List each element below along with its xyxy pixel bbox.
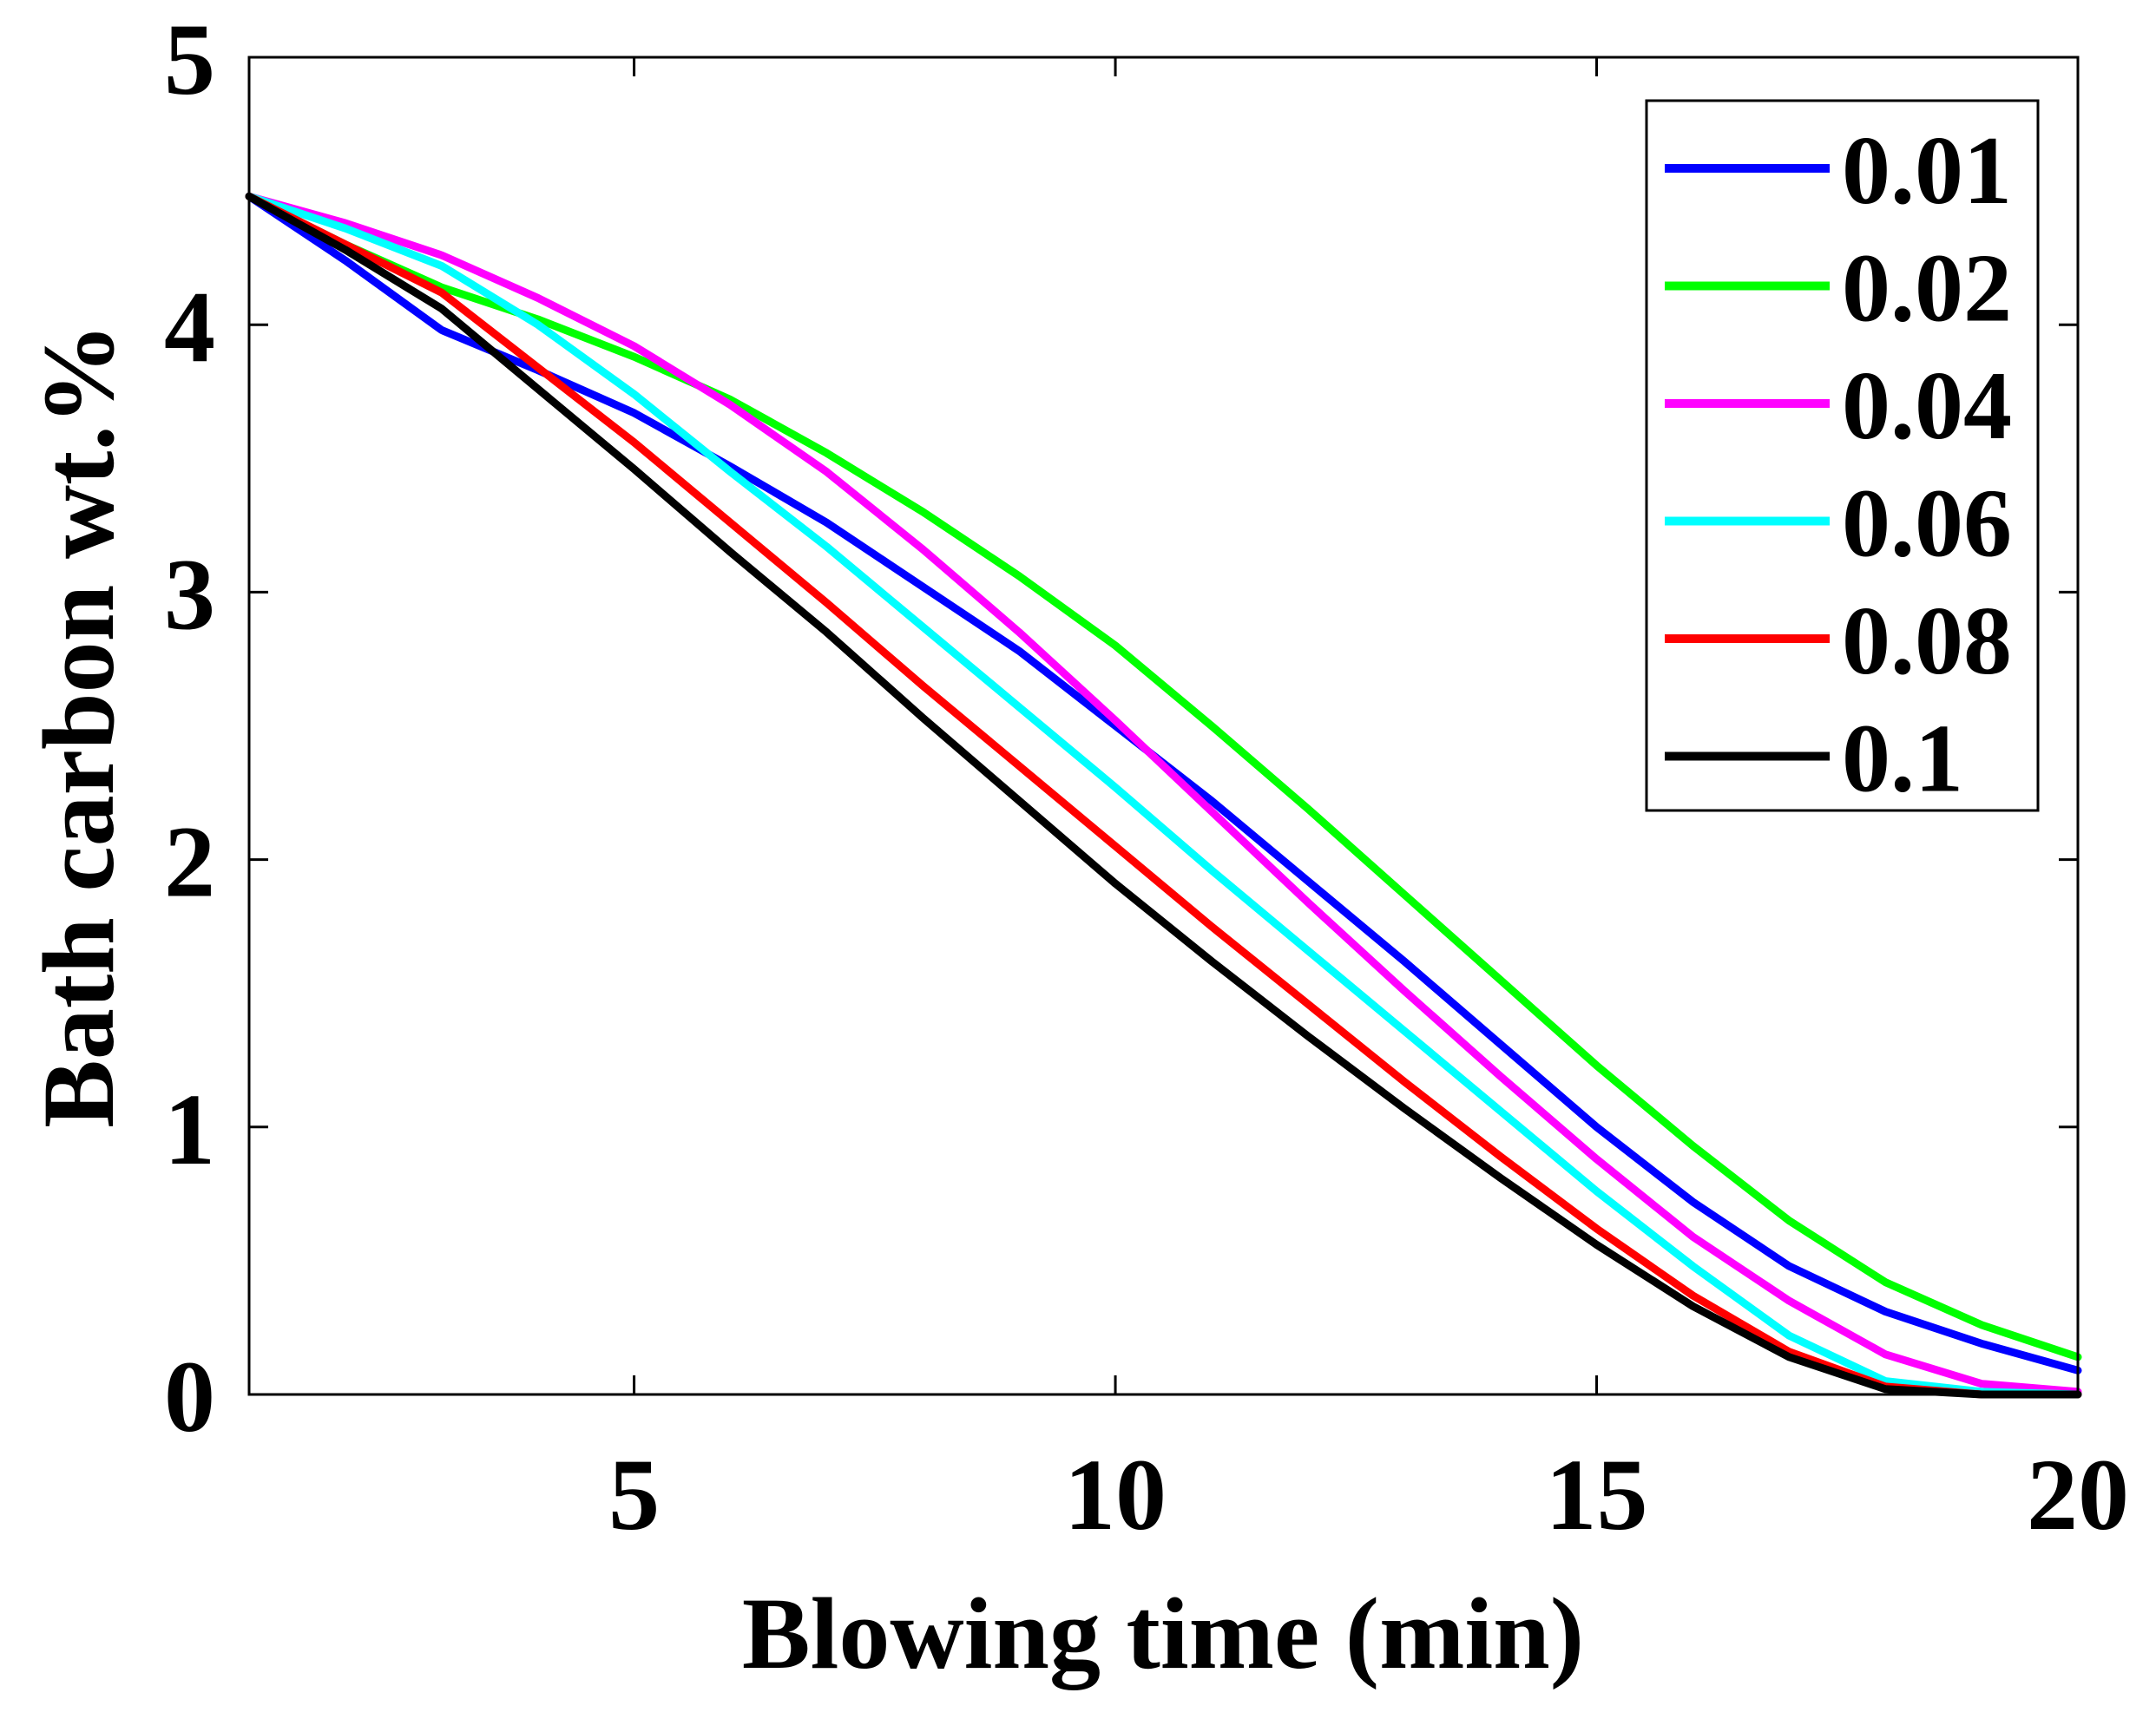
legend-label-2: 0.04 <box>1842 352 2012 460</box>
x-tick-label: 5 <box>608 1438 660 1552</box>
y-tick-label: 5 <box>164 3 215 116</box>
legend: 0.010.020.040.060.080.1 <box>1645 99 2040 813</box>
legend-label-3: 0.06 <box>1842 470 2012 578</box>
x-tick-label: 20 <box>2027 1438 2129 1552</box>
series-line-2 <box>245 192 2082 1396</box>
y-tick-label: 3 <box>164 537 215 651</box>
series-line-4 <box>245 192 2082 1399</box>
y-tick-label: 4 <box>164 270 215 384</box>
y-axis-label: Bath carbon wt.% <box>22 323 135 1128</box>
series-line-5 <box>245 192 2082 1399</box>
series-lines <box>245 192 2082 1399</box>
plot-area-frame <box>247 56 2080 1396</box>
legend-label-1: 0.02 <box>1842 235 2012 343</box>
series-line-3 <box>245 192 2082 1399</box>
legend-label-5: 0.1 <box>1842 705 1963 813</box>
legend-label-0: 0.01 <box>1842 117 2012 225</box>
legend-label-4: 0.08 <box>1842 587 2012 695</box>
x-axis-label: Blowing time (min) <box>742 1577 1584 1690</box>
legend-box <box>1645 99 2040 812</box>
x-tick-label: 15 <box>1546 1438 1648 1552</box>
y-tick-label: 2 <box>164 805 215 919</box>
y-tick-label: 0 <box>164 1340 215 1453</box>
x-tick-label: 10 <box>1064 1438 1167 1552</box>
y-tick-label: 1 <box>164 1073 215 1186</box>
series-line-1 <box>245 192 2082 1361</box>
axis-ticks: 5 10 15 20 0 1 2 3 4 5 <box>164 3 2129 1552</box>
